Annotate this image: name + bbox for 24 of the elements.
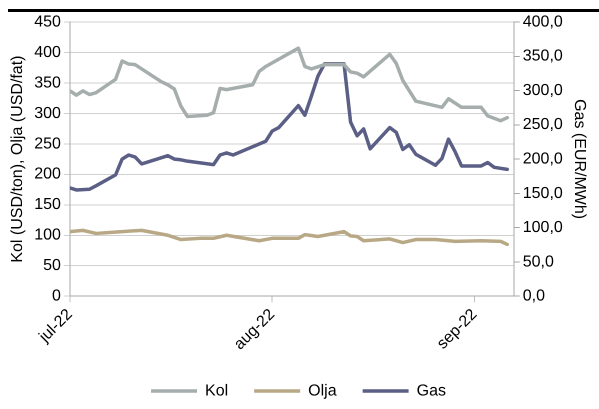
y2-axis-title: Gas (EUR/MWh) — [570, 99, 588, 220]
y2-tick-label: 350,0 — [522, 48, 563, 65]
y-tick-label: 100 — [34, 226, 61, 244]
legend-label: Gas — [416, 382, 446, 400]
y-tick-label: 200 — [34, 166, 61, 183]
y2-tick-label: 400,0 — [522, 13, 563, 30]
y-tick-label: 150 — [34, 196, 61, 214]
y-tick-label: 300 — [34, 104, 61, 122]
y-tick-label: 50 — [43, 257, 61, 274]
y-tick-label: 350 — [34, 74, 61, 92]
y2-tick-label: 0,0 — [522, 288, 546, 305]
y2-tick-label: 150,0 — [522, 184, 563, 202]
legend-label: Kol — [205, 382, 228, 400]
y-axis-title: Kol (USD/ton), Olja (USD/fat) — [9, 56, 26, 263]
y2-tick-label: 200,0 — [522, 150, 563, 168]
y-tick-label: 0 — [52, 288, 61, 305]
y2-tick-label: 50,0 — [522, 253, 554, 270]
y2-tick-label: 300,0 — [522, 82, 563, 99]
y2-tick-label: 100,0 — [522, 219, 563, 236]
y-tick-label: 450 — [34, 13, 61, 30]
legend-label: Olja — [308, 382, 337, 400]
y-tick-label: 400 — [34, 44, 61, 61]
y2-tick-label: 250,0 — [522, 116, 563, 134]
y-tick-label: 250 — [34, 135, 61, 152]
